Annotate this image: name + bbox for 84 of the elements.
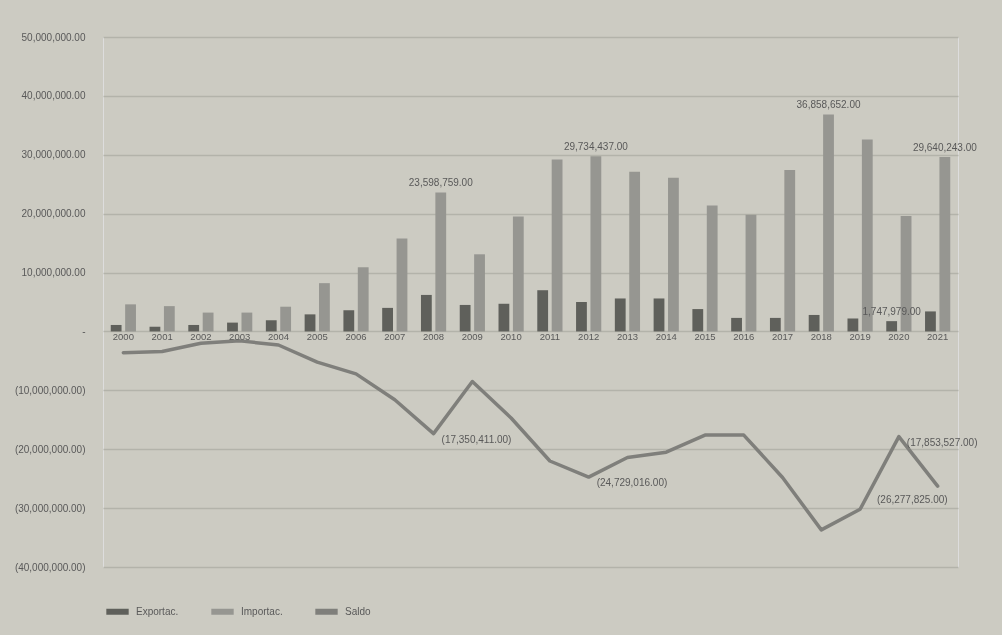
legend-label: Exportac. [136,605,179,617]
bar [769,317,781,332]
data-label: 36,858,652.00 [796,99,861,111]
y-tick-label: 10,000,000.00 [21,267,86,279]
x-tick-label: 2016 [733,330,755,342]
bar [396,238,408,332]
legend-label: Saldo [345,605,372,617]
bar [784,170,796,332]
bar [668,177,679,332]
bar [304,314,316,332]
x-tick-label: 2020 [888,330,910,342]
x-tick-label: 2009 [461,330,483,342]
x-tick-label: 2021 [927,330,949,342]
bar [731,317,742,332]
bar [280,306,292,332]
bar [537,290,549,332]
bar [692,309,704,332]
x-tick-label: 2000 [112,330,134,342]
bar [551,159,563,332]
y-tick-label: 40,000,000.00 [21,90,86,102]
bar [498,303,510,332]
x-tick-label: 2008 [422,330,445,342]
bar [357,267,369,332]
x-tick-label: 2010 [500,330,522,342]
bar [319,283,330,332]
x-tick-label: 2003 [229,330,251,342]
bar [227,322,238,332]
x-tick-label: 2018 [810,330,832,342]
bar [125,304,136,332]
data-label: 23,598,759.00 [408,177,474,189]
bar [590,156,602,332]
bar [163,306,175,332]
bar [939,156,951,332]
legend-label: Importac. [241,605,283,617]
y-tick-label: - [82,325,86,337]
x-tick-label: 2006 [345,330,367,342]
bar [265,320,277,332]
x-tick-label: 2014 [655,330,677,342]
bar [474,254,485,332]
x-tick-label: 2007 [384,330,406,342]
bar [435,192,447,332]
bar [745,214,757,332]
y-tick-label: 30,000,000.00 [21,149,86,161]
x-tick-label: 2001 [151,330,173,342]
x-tick-label: 2012 [578,330,600,342]
bar [382,307,393,332]
bar [241,312,253,332]
bar [706,205,718,332]
y-tick-label: (40,000,000.00) [14,561,86,573]
x-tick-label: 2004 [267,330,290,342]
x-tick-label: 2019 [849,330,871,342]
x-tick-label: 2013 [616,330,639,342]
bar [343,310,355,332]
bar [188,324,200,332]
x-tick-label: 2002 [190,330,212,342]
x-tick-label: 2005 [306,330,328,342]
x-tick-label: 2015 [694,330,716,342]
bar [653,298,665,332]
bar [808,314,820,332]
bar [420,294,432,332]
bar [847,318,859,332]
data-label: (24,729,016.00) [596,477,668,489]
data-label: (17,853,527.00) [906,436,978,448]
bar [886,321,898,332]
bar [110,324,122,332]
bar [202,312,214,332]
bar [925,311,936,332]
bar [629,171,641,332]
bar [459,304,471,332]
bar [614,298,626,332]
y-tick-label: 20,000,000.00 [21,208,86,220]
y-tick-label: (20,000,000.00) [14,443,86,455]
bar [576,302,587,332]
x-tick-label: 2017 [771,330,794,342]
data-label: (17,350,411.00) [441,433,512,445]
y-tick-label: (10,000,000.00) [14,384,86,396]
bar [512,216,524,332]
bar [823,114,834,332]
data-label: 29,734,437.00 [563,141,629,153]
x-tick-label: 2011 [539,330,561,342]
y-tick-label: 50,000,000.00 [21,31,86,43]
data-label: 29,640,243.00 [912,141,978,153]
data-label: (26,277,825.00) [877,494,948,506]
y-tick-label: (30,000,000.00) [14,502,86,514]
